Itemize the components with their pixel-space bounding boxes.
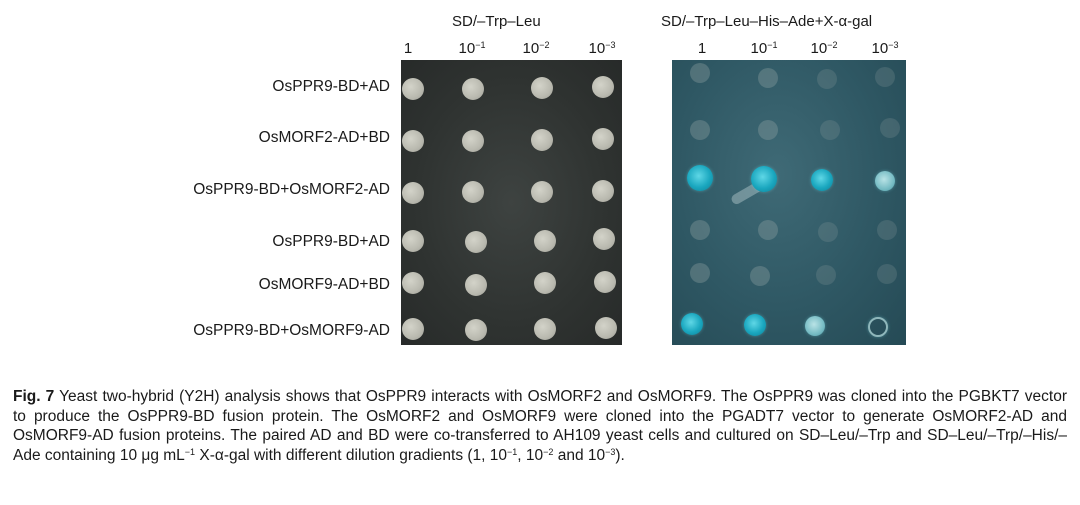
dilution-label-right-4: 10−3 <box>871 40 899 57</box>
colony-spot <box>817 69 837 89</box>
row-label-1: OsPPR9-BD+AD <box>272 78 390 95</box>
colony-spot <box>402 272 424 294</box>
dilution-label-left-2: 10−1 <box>458 40 486 57</box>
colony-spot <box>462 130 484 152</box>
colony-spot <box>880 118 900 138</box>
colony-spot <box>592 180 614 202</box>
blue-colony-spot <box>805 316 825 336</box>
dilution-label-left-3: 10−2 <box>522 40 550 57</box>
colony-spot <box>402 130 424 152</box>
row-label-2: OsMORF2-AD+BD <box>258 129 390 146</box>
dilution-label-right-3: 10−2 <box>810 40 838 57</box>
colony-spot <box>758 68 778 88</box>
colony-spot <box>592 76 614 98</box>
colony-spot <box>593 228 615 250</box>
dilution-label-left-4: 10−3 <box>588 40 616 57</box>
colony-spot <box>465 319 487 341</box>
right-panel-title: SD/–Trp–Leu–His–Ade+X-α-gal <box>661 13 873 30</box>
blue-colony-spot <box>875 171 895 191</box>
colony-spot <box>690 220 710 240</box>
colony-spot <box>402 230 424 252</box>
left-plate-photo <box>401 60 622 345</box>
row-label-3: OsPPR9-BD+OsMORF2-AD <box>193 181 390 198</box>
colony-spot <box>875 67 895 87</box>
colony-spot <box>594 271 616 293</box>
colony-spot <box>818 222 838 242</box>
colony-spot <box>462 181 484 203</box>
colony-spot <box>402 182 424 204</box>
right-plate-photo <box>672 60 906 345</box>
colony-spot <box>758 120 778 140</box>
colony-spot <box>465 274 487 296</box>
row-label-5: OsMORF9-AD+BD <box>258 276 390 293</box>
row-label-4: OsPPR9-BD+AD <box>272 233 390 250</box>
dilution-label-left-1: 1 <box>403 40 413 57</box>
colony-spot <box>402 78 424 100</box>
colony-spot <box>877 264 897 284</box>
dilution-label-right-2: 10−1 <box>750 40 778 57</box>
colony-spot <box>462 78 484 100</box>
left-panel-title: SD/–Trp–Leu <box>452 13 541 30</box>
colony-spot <box>690 63 710 83</box>
colony-spot <box>816 265 836 285</box>
colony-spot <box>750 266 770 286</box>
blue-colony-spot <box>811 169 833 191</box>
blue-colony-spot <box>744 314 766 336</box>
figure-label: Fig. 7 <box>13 388 55 405</box>
blue-colony-spot <box>687 165 713 191</box>
colony-spot <box>690 263 710 283</box>
colony-spot <box>531 77 553 99</box>
colony-spot <box>534 318 556 340</box>
colony-spot <box>531 181 553 203</box>
colony-spot <box>690 120 710 140</box>
dilution-label-right-1: 1 <box>697 40 707 57</box>
row-label-6: OsPPR9-BD+OsMORF9-AD <box>193 322 390 339</box>
colony-spot <box>531 129 553 151</box>
colony-spot <box>595 317 617 339</box>
blue-colony-spot <box>868 317 888 337</box>
blue-colony-spot <box>751 166 777 192</box>
colony-spot <box>592 128 614 150</box>
colony-spot <box>758 220 778 240</box>
blue-colony-spot <box>681 313 703 335</box>
colony-spot <box>534 272 556 294</box>
colony-spot <box>465 231 487 253</box>
colony-spot <box>877 220 897 240</box>
colony-spot <box>820 120 840 140</box>
colony-spot <box>534 230 556 252</box>
figure-caption: Fig. 7 Yeast two-hybrid (Y2H) analysis s… <box>13 388 1067 464</box>
colony-spot <box>402 318 424 340</box>
